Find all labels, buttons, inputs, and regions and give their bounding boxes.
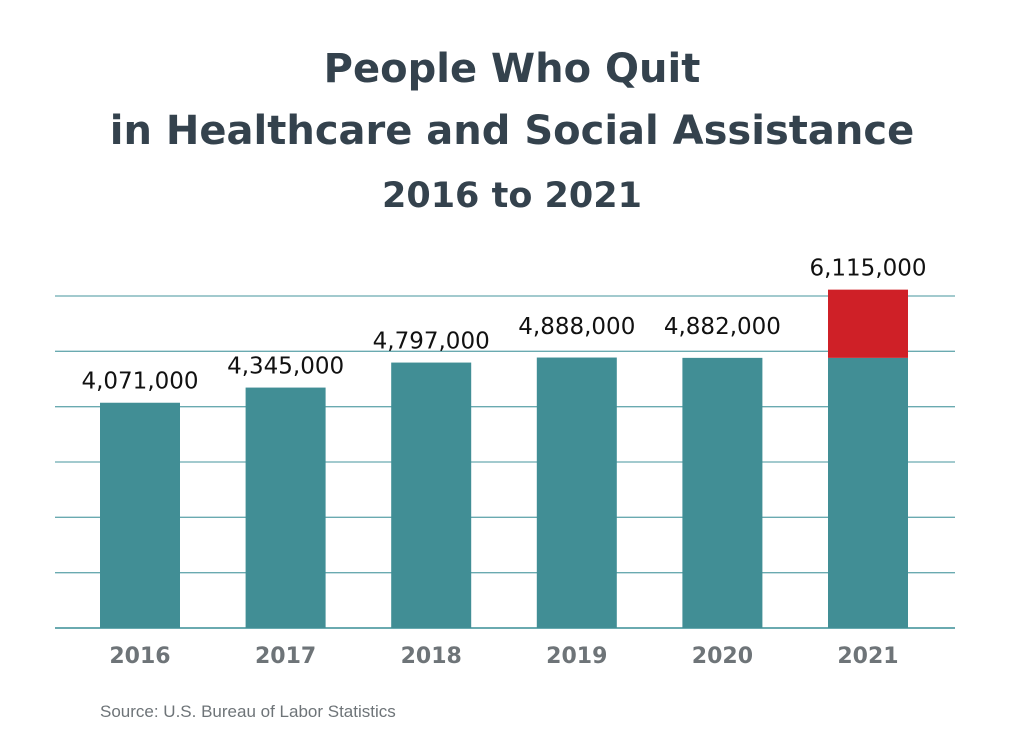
data-label-2020: 4,882,000 — [664, 314, 781, 340]
chart-subtitle: 2016 to 2021 — [382, 176, 642, 216]
data-label-2019: 4,888,000 — [518, 314, 635, 340]
data-label-2016: 4,071,000 — [81, 369, 198, 395]
x-tick-label-2018: 2018 — [401, 644, 462, 669]
bar-2016 — [100, 402, 180, 628]
chart-title-line-1: People Who Quit — [323, 46, 701, 92]
source-note: Source: U.S. Bureau of Labor Statistics — [100, 702, 396, 721]
data-label-2018: 4,797,000 — [373, 329, 490, 355]
chart-title-line-2: in Healthcare and Social Assistance — [109, 108, 915, 154]
bar-2021 — [828, 357, 908, 628]
x-tick-label-2017: 2017 — [255, 644, 316, 669]
data-label-2017: 4,345,000 — [227, 354, 344, 380]
bar-2019 — [536, 357, 617, 628]
bar-2018 — [391, 362, 472, 628]
x-tick-label-2016: 2016 — [109, 644, 170, 669]
bar-2017 — [245, 387, 326, 628]
bar-2020 — [682, 357, 763, 628]
bar-increase-2021 — [828, 289, 908, 358]
x-tick-label-2021: 2021 — [837, 644, 898, 669]
x-tick-label-2020: 2020 — [692, 644, 753, 669]
x-tick-label-2019: 2019 — [546, 644, 607, 669]
data-label-2021: 6,115,000 — [809, 256, 926, 282]
